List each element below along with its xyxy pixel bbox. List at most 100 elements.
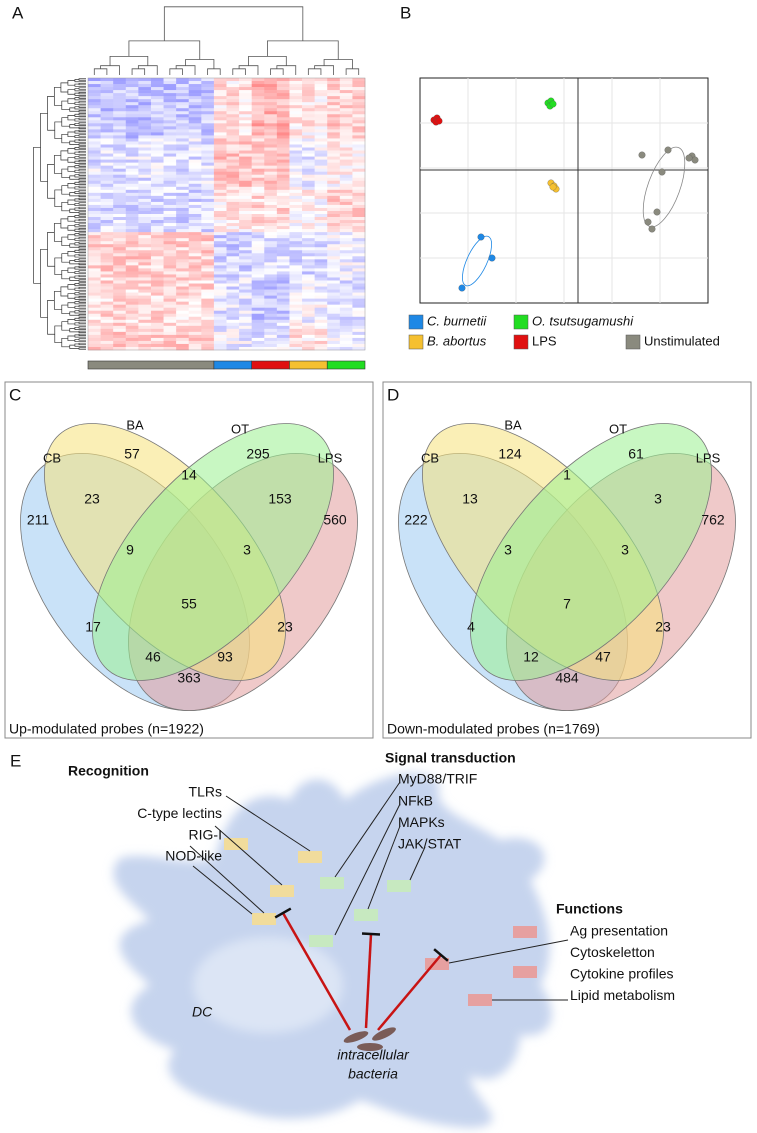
heatmap-cell: [352, 108, 366, 112]
heatmap-cell: [150, 147, 164, 151]
heatmap-cell: [251, 244, 265, 248]
heatmap-cell: [138, 120, 152, 124]
heatmap-cell: [289, 153, 303, 157]
dendrogram: [78, 117, 86, 120]
heatmap-cell: [302, 156, 315, 160]
heatmap-cell: [88, 207, 101, 212]
heatmap-cell: [239, 217, 252, 221]
heatmap-cell: [88, 120, 101, 124]
heatmap-cell: [138, 334, 152, 339]
heatmap-cell: [176, 346, 190, 351]
heatmap-cell: [239, 99, 252, 103]
heatmap-cell: [239, 207, 252, 212]
heatmap-cell: [339, 223, 353, 227]
heatmap-cell: [314, 325, 328, 330]
heatmap-cell: [113, 153, 127, 157]
heatmap-cell: [201, 250, 215, 254]
heatmap-cell: [276, 102, 290, 106]
leader-line: [334, 781, 401, 878]
heatmap-cell: [314, 310, 328, 315]
scatter-point: [685, 154, 693, 162]
dendrogram: [137, 65, 158, 75]
heatmap-cell: [100, 120, 114, 124]
heatmap-cell: [88, 301, 101, 305]
heatmap-cell: [352, 310, 366, 315]
heatmap-cell: [150, 93, 164, 97]
region-count: 124: [498, 446, 522, 462]
heatmap-cell: [339, 340, 353, 345]
dendrogram: [61, 236, 70, 246]
heatmap-cell: [339, 141, 353, 145]
heatmap-cell: [201, 138, 215, 142]
heatmap-cell: [201, 189, 215, 194]
heatmap-cell: [176, 81, 190, 85]
heatmap-cell: [352, 250, 366, 254]
heatmap-cell: [251, 162, 265, 166]
heatmap-cell: [327, 247, 341, 251]
heatmap-cell: [201, 117, 215, 121]
heatmap-cell: [138, 132, 152, 136]
heatmap-cell: [138, 147, 152, 151]
heatmap-cell: [289, 138, 303, 142]
heatmap-cell: [251, 265, 265, 269]
dendrogram: [74, 296, 86, 300]
heatmap-cell: [201, 81, 215, 85]
dendrogram: [78, 286, 86, 290]
heatmap-cell: [314, 223, 328, 227]
heatmap-cell: [125, 87, 139, 91]
heatmap-cell: [150, 210, 164, 215]
heatmap-cell: [176, 177, 190, 182]
heatmap-cell: [302, 114, 315, 118]
heatmap-cell: [264, 78, 278, 82]
heatmap-cell: [150, 141, 164, 145]
heatmap-cell: [239, 144, 252, 148]
heatmap-cell: [201, 207, 215, 212]
heatmap-cell: [352, 99, 366, 103]
heatmap-cell: [302, 150, 315, 154]
heatmap-cell: [251, 289, 265, 293]
heatmap-cell: [251, 214, 265, 218]
heatmap-cell: [213, 126, 227, 130]
heatmap-cell: [88, 174, 101, 179]
heatmap-cell: [88, 241, 101, 245]
heatmap-cell: [339, 102, 353, 106]
heatmap-cell: [113, 265, 127, 269]
dendrogram: [78, 78, 86, 81]
heatmap-cell: [314, 177, 328, 182]
heatmap-cell: [352, 171, 366, 176]
dendrogram: [78, 232, 86, 235]
heatmap-cell: [88, 183, 101, 188]
dendrogram: [185, 59, 215, 69]
heatmap-cell: [276, 81, 290, 85]
heatmap-cell: [226, 226, 240, 230]
heatmap-cell: [125, 319, 139, 324]
dendrogram: [67, 89, 75, 95]
heatmap-cell: [201, 301, 215, 305]
heatmap-cell: [125, 111, 139, 115]
heatmap-cell: [339, 93, 353, 97]
legend-label: O. tsutsugamushi: [532, 313, 634, 328]
heatmap-cell: [251, 192, 265, 197]
heatmap-cell: [239, 189, 252, 194]
heatmap-cell: [176, 313, 190, 318]
heatmap-cell: [226, 144, 240, 148]
heatmap-cell: [226, 313, 240, 318]
heatmap-cell: [339, 277, 353, 281]
legend-label: LPS: [532, 333, 557, 348]
heatmap-cell: [289, 238, 303, 242]
heatmap-cell: [163, 135, 177, 139]
heatmap-cell: [314, 247, 328, 251]
heatmap-cell: [150, 253, 164, 257]
heatmap-cell: [339, 307, 353, 312]
heatmap-cell: [251, 235, 265, 239]
heatmap-cell: [163, 220, 177, 224]
heatmap-cell: [213, 207, 227, 212]
heatmap-cell: [125, 147, 139, 151]
heatmap-cell: [150, 346, 164, 351]
heatmap-cell: [188, 319, 202, 324]
leader-line: [189, 845, 265, 914]
heatmap-cell: [251, 307, 265, 312]
heatmap-cell: [226, 180, 240, 185]
heatmap-cell: [125, 325, 139, 330]
region-count: 762: [701, 512, 725, 528]
